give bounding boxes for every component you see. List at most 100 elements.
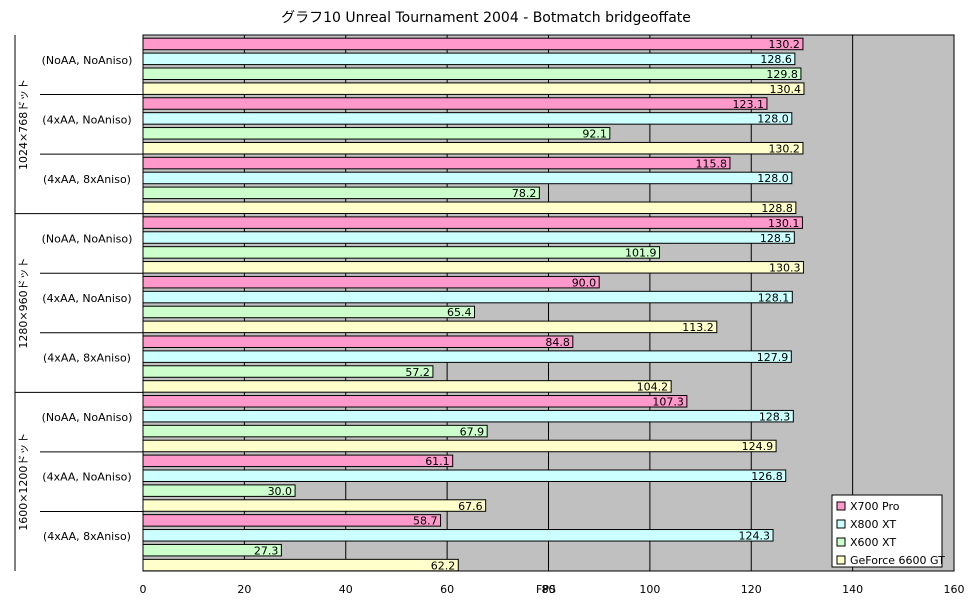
bars <box>142 37 805 572</box>
data-label: 78.2 <box>512 187 537 200</box>
bar <box>142 290 793 304</box>
data-label: 130.3 <box>769 262 801 275</box>
data-label: 58.7 <box>413 515 438 528</box>
data-label: 124.3 <box>739 530 771 543</box>
data-label: 128.0 <box>757 172 789 185</box>
legend-swatch <box>836 537 846 547</box>
bar <box>142 395 688 408</box>
data-label: 30.0 <box>268 485 293 498</box>
data-label: 62.2 <box>431 559 456 572</box>
bar <box>142 380 672 393</box>
group-label: 1280×960ドット <box>17 257 30 348</box>
bar <box>142 186 540 200</box>
data-label: 90.0 <box>572 276 597 289</box>
bar <box>142 424 488 438</box>
data-label: 130.2 <box>768 38 800 51</box>
data-label: 128.1 <box>758 291 790 304</box>
bar <box>142 275 600 289</box>
x-tick-label: 160 <box>944 583 965 596</box>
axes: 0 20 40 60 80 100 120 140 160 (NoAA, NoAniso) (4xA… <box>14 35 965 596</box>
bar <box>142 335 574 348</box>
legend-label: GeForce 6600 GT <box>850 554 945 567</box>
x-tick-label: 80 <box>542 583 556 596</box>
category-label: (NoAA, NoAniso) <box>42 411 133 424</box>
category-label: (4xAA, 8xAniso) <box>43 530 131 543</box>
data-label: 124.9 <box>742 440 774 453</box>
data-label: 123.1 <box>732 98 764 111</box>
legend-label: X800 XT <box>850 518 896 531</box>
legend-label: X600 XT <box>850 536 896 549</box>
data-label: 126.8 <box>751 470 783 483</box>
bar <box>142 499 487 512</box>
group-label: 1600×1200ドット <box>17 433 30 531</box>
bar <box>142 305 475 319</box>
bar <box>142 365 434 378</box>
category-label: (4xAA, NoAniso) <box>42 113 131 126</box>
x-tick-label: 0 <box>140 583 147 596</box>
bar <box>142 216 803 229</box>
category-label: (4xAA, 8xAniso) <box>43 352 131 365</box>
x-tick-label: 140 <box>842 583 863 596</box>
data-label: 27.3 <box>254 544 279 557</box>
data-label: 61.1 <box>425 455 450 468</box>
bar <box>142 246 661 259</box>
group-label: 1024×768ドット <box>17 79 30 170</box>
bar <box>142 261 804 274</box>
legend-swatch <box>836 555 846 565</box>
data-label: 130.2 <box>768 142 800 155</box>
bar <box>142 127 611 140</box>
x-tick-label: 60 <box>440 583 454 596</box>
x-tick-label: 20 <box>237 583 251 596</box>
bar <box>142 469 787 482</box>
bar <box>142 514 442 527</box>
bar <box>142 112 793 125</box>
bar <box>142 82 805 95</box>
bar <box>142 67 802 80</box>
data-label: 92.1 <box>582 128 607 141</box>
bar <box>142 171 793 185</box>
category-label: (4xAA, NoAniso) <box>42 292 131 305</box>
bar <box>142 543 282 557</box>
bar <box>142 484 296 497</box>
data-labels: 130.2 128.6 129.8 130.4 123.1 128.0 92.1 130.2 1… <box>254 38 801 572</box>
bar <box>142 37 804 51</box>
data-label: 107.3 <box>652 396 684 409</box>
legend: X700 Pro X800 XT X600 XT GeForce 6600 GT <box>831 494 945 568</box>
legend-label: X700 Pro <box>850 500 900 513</box>
data-label: 128.5 <box>760 232 792 245</box>
legend-swatch <box>836 519 846 529</box>
category-label: (NoAA, NoAniso) <box>42 54 133 67</box>
data-label: 127.9 <box>757 351 789 364</box>
data-label: 67.9 <box>460 425 485 438</box>
bar <box>142 454 454 468</box>
bar <box>142 409 794 423</box>
data-label: 115.8 <box>695 157 727 170</box>
data-label: 129.8 <box>766 68 798 81</box>
bar <box>142 439 777 453</box>
bar <box>142 320 718 334</box>
bar <box>142 201 797 215</box>
category-label: (4xAA, NoAniso) <box>42 471 131 484</box>
data-label: 104.2 <box>637 381 669 394</box>
x-tick-label: 100 <box>639 583 660 596</box>
data-label: 67.6 <box>458 500 483 513</box>
x-tick-label: 40 <box>339 583 353 596</box>
x-axis-title: FPS <box>536 583 556 596</box>
data-label: 128.8 <box>761 202 793 215</box>
data-label: 101.9 <box>625 247 657 260</box>
bar <box>142 97 768 110</box>
category-label: (4xAA, 8xAniso) <box>43 173 131 186</box>
bar <box>142 156 731 170</box>
data-label: 128.0 <box>757 113 789 126</box>
x-tick-label: 120 <box>741 583 762 596</box>
bar <box>142 141 804 155</box>
data-label: 113.2 <box>682 321 714 334</box>
legend-swatch <box>836 501 846 511</box>
data-label: 65.4 <box>447 306 472 319</box>
legend-box <box>831 494 943 568</box>
chart-title: グラフ10 Unreal Tournament 2004 - Botmatch … <box>281 10 691 26</box>
data-label: 84.8 <box>545 336 570 349</box>
bar <box>142 52 796 66</box>
bar <box>142 558 459 572</box>
